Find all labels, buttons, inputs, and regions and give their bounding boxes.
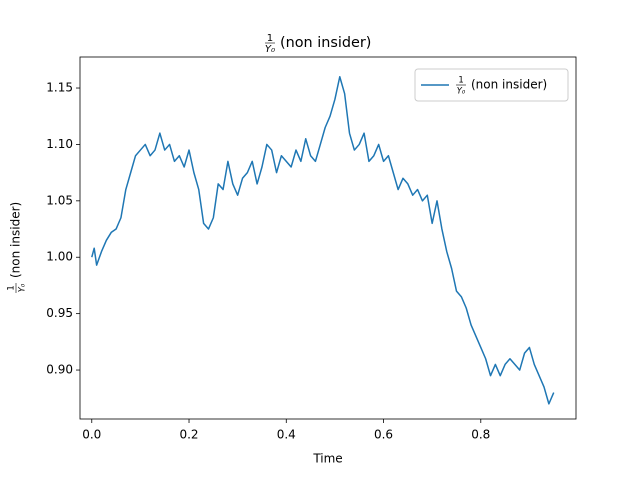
legend-label-denominator: Y₀ — [457, 86, 466, 96]
y-axis-label-text: (non insider) — [9, 202, 23, 278]
y-tick-label: 1.00 — [46, 250, 73, 264]
data-line — [91, 75, 555, 405]
x-tick-label: 0.6 — [374, 428, 393, 442]
legend-label: 1Y₀ (non insider) — [456, 75, 547, 96]
y-axis-label-numerator: 1 — [6, 285, 16, 290]
y-tick-label: 1.15 — [46, 81, 73, 95]
x-axis-label: Time — [312, 452, 342, 466]
y-tick-label: 1.10 — [46, 137, 73, 151]
legend-label-text: (non insider) — [471, 78, 547, 92]
x-tick-label: 0.2 — [179, 428, 198, 442]
x-tick-label: 0.8 — [471, 428, 490, 442]
y-tick-label: 1.05 — [46, 193, 73, 207]
y-axis-label: 1 Y₀ (non insider) — [6, 202, 27, 293]
y-tick-label: 0.90 — [46, 363, 73, 377]
chart-title: 1Y₀ (non insider) — [265, 33, 371, 55]
legend-label-numerator: 1 — [458, 75, 463, 85]
y-axis-label-denominator: Y₀ — [17, 283, 27, 292]
chart-title-text: (non insider) — [280, 35, 371, 51]
x-tick-label: 0.4 — [277, 428, 296, 442]
chart-title-numerator: 1 — [267, 33, 273, 44]
legend-box — [414, 68, 569, 102]
chart-title-denominator: Y₀ — [265, 44, 275, 55]
x-tick-label: 0.0 — [82, 428, 101, 442]
plot-frame — [79, 56, 577, 420]
y-tick-label: 0.95 — [46, 306, 73, 320]
